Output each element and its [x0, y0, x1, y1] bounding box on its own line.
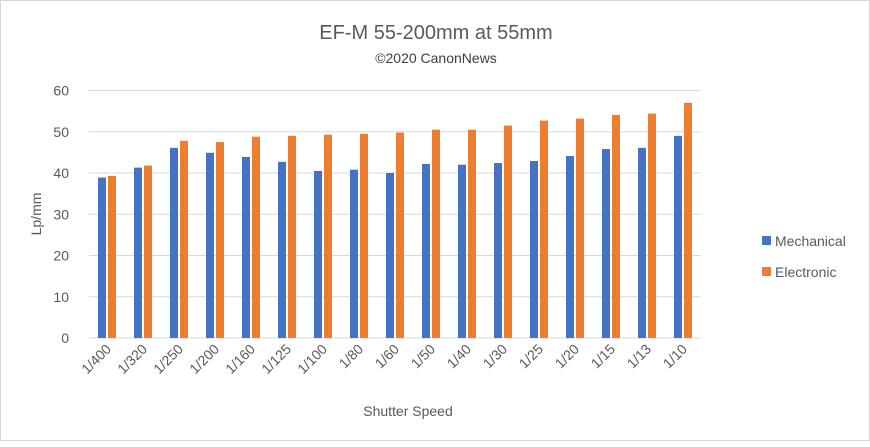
bar-mechanical	[170, 147, 178, 338]
x-tick-label: 1/160	[222, 341, 258, 377]
y-tick-label: 0	[61, 330, 69, 346]
bar-electronic	[396, 132, 404, 338]
bar-mechanical	[530, 161, 538, 338]
bar-mechanical	[98, 177, 106, 338]
y-tick-label: 30	[53, 206, 69, 222]
y-tick-label: 60	[53, 83, 69, 99]
x-tick-label: 1/13	[624, 341, 655, 372]
bar-electronic	[252, 136, 260, 338]
bar-electronic	[324, 134, 332, 338]
x-tick-label: 1/30	[480, 341, 511, 372]
bar-electronic	[108, 175, 116, 338]
x-tick-label: 1/10	[660, 341, 691, 372]
bar-electronic	[216, 142, 224, 338]
bar-electronic	[144, 165, 152, 338]
bar-mechanical	[134, 167, 142, 338]
x-tick-label: 1/50	[408, 341, 439, 372]
chart-subtitle: ©2020 CanonNews	[375, 50, 497, 66]
x-tick-label: 1/320	[114, 341, 150, 377]
y-axis-label: Lp/mm	[28, 193, 44, 236]
bar-mechanical	[674, 135, 682, 338]
legend-swatch-electronic	[762, 267, 771, 276]
legend-label: Electronic	[775, 264, 836, 280]
chart-title: EF-M 55-200mm at 55mm	[319, 22, 552, 44]
bar-electronic	[360, 133, 368, 338]
bar-electronic	[180, 140, 188, 338]
bar-electronic	[612, 114, 620, 339]
x-tick-label: 1/250	[150, 341, 186, 377]
x-tick-label: 1/60	[372, 341, 403, 372]
bar-mechanical	[602, 149, 610, 338]
x-tick-label: 1/100	[294, 341, 330, 377]
bar-mechanical	[638, 147, 646, 338]
bar-electronic	[684, 102, 692, 338]
x-tick-label: 1/125	[258, 341, 294, 377]
x-tick-label: 1/40	[444, 341, 475, 372]
bar-mechanical	[566, 156, 574, 338]
y-tick-label: 20	[53, 248, 69, 264]
x-tick-label: 1/20	[552, 341, 583, 372]
legend-label: Mechanical	[775, 233, 846, 249]
x-tick-label: 1/400	[78, 341, 114, 377]
bar-electronic	[288, 135, 296, 338]
x-tick-label: 1/80	[336, 341, 367, 372]
bar-mechanical	[422, 163, 430, 338]
x-tick-label: 1/15	[588, 341, 619, 372]
x-tick-label: 1/200	[186, 341, 222, 377]
y-tick-label: 50	[53, 124, 69, 140]
bar-mechanical	[314, 170, 322, 338]
bar-electronic	[468, 129, 476, 338]
x-tick-label: 1/25	[516, 341, 547, 372]
bar-mechanical	[458, 164, 466, 338]
legend-swatch-mechanical	[762, 236, 771, 245]
bar-electronic	[432, 129, 440, 338]
bar-mechanical	[278, 161, 286, 338]
bar-mechanical	[350, 169, 358, 338]
y-tick-label: 10	[53, 289, 69, 305]
bar-mechanical	[386, 173, 394, 338]
bar-mechanical	[494, 163, 502, 338]
bar-mechanical	[242, 156, 250, 338]
bar-electronic	[648, 113, 656, 338]
bar-electronic	[576, 118, 584, 338]
y-tick-label: 40	[53, 165, 69, 181]
x-axis-label: Shutter Speed	[363, 403, 453, 419]
bar-electronic	[540, 120, 548, 338]
bar-electronic	[504, 125, 512, 338]
bar-mechanical	[206, 152, 214, 338]
